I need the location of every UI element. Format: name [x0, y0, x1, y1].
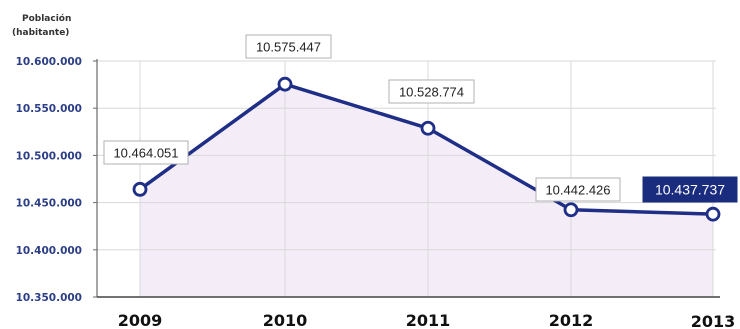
data-point: [132, 181, 148, 197]
chart-title-line2: (habitante): [12, 28, 69, 38]
data-label: 10.575.447: [256, 40, 321, 55]
data-label-box: [103, 140, 189, 165]
y-tick-label: 10.600.000: [16, 56, 82, 68]
x-tick-label: 2009: [118, 311, 163, 329]
y-tick-label: 10.350.000: [16, 292, 82, 304]
data-label-box: [535, 177, 621, 202]
y-tick-label: 10.500.000: [16, 150, 82, 162]
data-label: 10.442.426: [545, 183, 610, 198]
data-point: [420, 120, 436, 136]
data-label-box: [245, 34, 332, 59]
data-label: 10.464.051: [113, 146, 178, 161]
data-label-box: [642, 176, 738, 203]
data-label: 10.437.737: [655, 182, 725, 198]
area-fill: [140, 84, 713, 297]
x-tick-label: 2013: [691, 312, 736, 329]
data-point: [563, 202, 579, 218]
y-tick-label: 10.450.000: [16, 198, 82, 210]
data-label-box: [388, 79, 475, 104]
chart-title-line1: Población: [22, 13, 71, 24]
x-tick-label: 2010: [263, 311, 308, 329]
x-tick-label: 2011: [406, 311, 451, 329]
data-label: 10.528.774: [399, 85, 464, 100]
data-point: [705, 206, 721, 222]
y-tick-label: 10.550.000: [16, 103, 82, 115]
x-tick-label: 2012: [549, 311, 594, 329]
y-tick-label: 10.400.000: [16, 245, 82, 257]
data-point: [277, 76, 293, 92]
